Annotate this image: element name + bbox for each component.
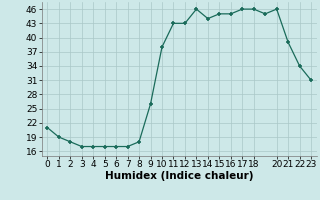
X-axis label: Humidex (Indice chaleur): Humidex (Indice chaleur) [105,171,253,181]
